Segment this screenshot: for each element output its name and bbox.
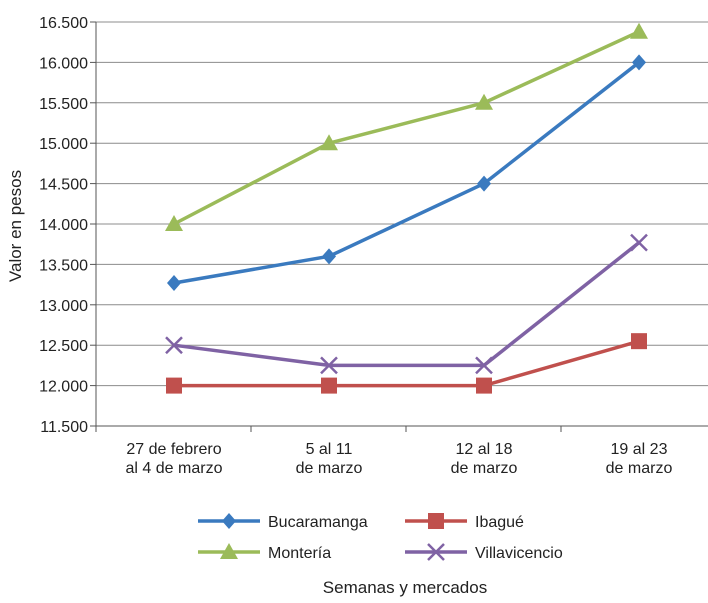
y-axis-label: Valor en pesos: [6, 170, 25, 282]
x-axis-label: Semanas y mercados: [323, 578, 487, 597]
legend-label: Ibagué: [475, 514, 524, 531]
data-point: [166, 377, 182, 394]
data-point: [632, 54, 646, 71]
legend-label: Montería: [268, 545, 331, 562]
x-marker-stroke: [630, 233, 648, 252]
y-tick-label: 15.500: [39, 96, 88, 113]
data-point: [475, 93, 493, 110]
y-tick-label: 14.000: [39, 217, 88, 234]
x-tick-label: 12 al 18 de marzo: [451, 441, 518, 477]
legend-marker: [220, 543, 238, 559]
x-tick-label: 19 al 23 de marzo: [606, 441, 673, 477]
series: [165, 22, 648, 394]
data-point: [630, 22, 648, 39]
y-tick-labels: 11.500 12.000 12.500 13.000 13.500 14.000 14.5…: [39, 15, 88, 436]
y-tick-label: 14.500: [39, 177, 88, 194]
data-point: [321, 377, 337, 394]
legend-entry: Bucaramanga: [198, 513, 368, 531]
legend-entry: Ibagué: [405, 513, 524, 531]
gridlines: [96, 21, 708, 387]
series-line: [174, 339, 640, 388]
y-tick-label: 12.000: [39, 379, 88, 396]
x-marker-stroke: [165, 336, 183, 355]
x-marker-stroke: [475, 356, 493, 375]
data-point: [477, 175, 491, 192]
data-point: [631, 333, 647, 350]
y-tick-label: 12.500: [39, 338, 88, 355]
data-point: [475, 356, 493, 375]
series-monteria: [165, 22, 648, 231]
legend-marker: [222, 513, 236, 529]
data-point: [320, 134, 338, 151]
legend: Bucaramanga Ibagué Montería Villavicencio: [198, 513, 563, 562]
data-point: [476, 377, 492, 394]
series-line: [173, 61, 641, 285]
y-tick-label: 13.000: [39, 298, 88, 315]
data-point: [630, 233, 648, 252]
legend-entry: Montería: [198, 543, 331, 562]
data-point: [320, 356, 338, 375]
legend-label: Villavicencio: [475, 545, 563, 562]
x-marker-stroke: [320, 356, 338, 375]
series-line: [173, 30, 640, 226]
series-bucaramanga: [167, 54, 646, 291]
x-tick-labels: 27 de febrero al 4 de marzo 5 al 11 de marz…: [126, 441, 673, 477]
y-tick-label: 13.500: [39, 257, 88, 274]
y-tick-label: 16.500: [39, 15, 88, 32]
legend-label: Bucaramanga: [268, 514, 368, 531]
data-point: [167, 274, 181, 291]
x-marker-stroke: [427, 543, 445, 561]
legend-marker: [428, 513, 444, 529]
x-tick-label: 27 de febrero al 4 de marzo: [126, 441, 223, 477]
y-tick-label: 15.000: [39, 136, 88, 153]
data-point: [165, 336, 183, 355]
series-villavicencio: [165, 233, 648, 375]
legend-marker: [427, 543, 445, 561]
y-tick-label: 16.000: [39, 55, 88, 72]
data-point: [165, 215, 183, 231]
axes: [90, 21, 708, 432]
y-tick-label: 11.500: [40, 419, 88, 436]
series-ibague: [166, 333, 647, 394]
data-point: [322, 248, 336, 265]
x-tick-label: 5 al 11 de marzo: [296, 441, 363, 477]
series-line: [173, 241, 641, 368]
legend-entry: Villavicencio: [405, 543, 563, 562]
